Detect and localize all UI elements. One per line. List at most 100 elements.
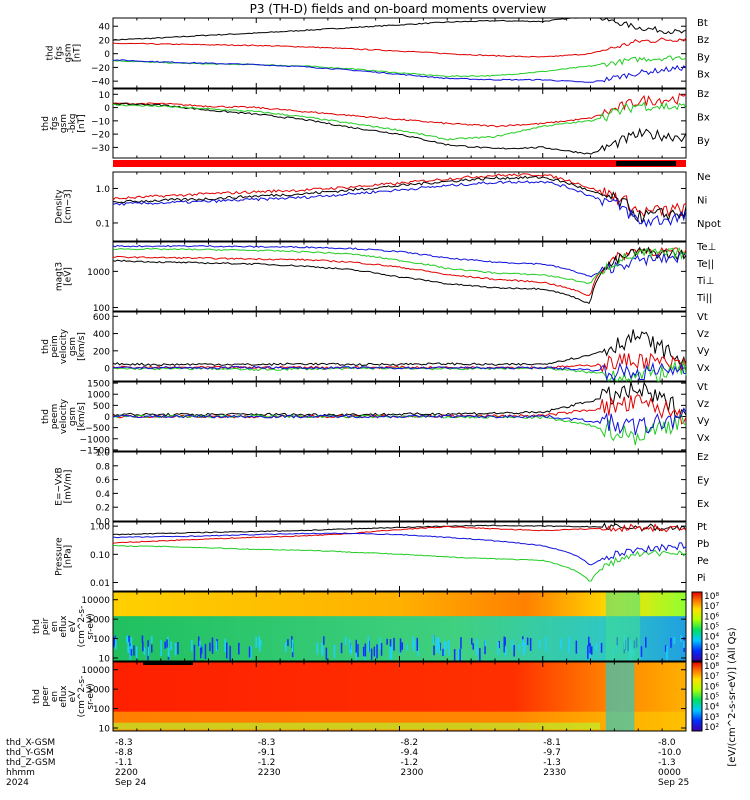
y-tick-label: 400 — [93, 330, 110, 340]
ion-spectrogram-noise — [333, 644, 336, 658]
series-Pe — [113, 545, 687, 582]
xaxis-value: -1.2 — [401, 758, 419, 768]
legend-Pi: Pi — [697, 573, 706, 584]
y-tick-label: 0.2 — [96, 504, 110, 514]
y-tick-label: −20 — [91, 64, 110, 74]
y-tick-label: −500 — [85, 424, 110, 434]
y-axis-label: sr-eV) — [86, 683, 96, 709]
xaxis-value: -10.0 — [658, 748, 682, 758]
ion-spectrogram-noise — [321, 643, 323, 656]
y-tick-label: 20 — [99, 36, 111, 46]
y-tick-label: 200 — [93, 347, 110, 357]
y-axis-label: gsm — [68, 337, 78, 356]
legend-Vx: Vx — [697, 363, 710, 374]
y-tick-label: 0 — [104, 50, 110, 60]
y-axis-label: peer — [41, 686, 51, 707]
y-axis-label: magt3 — [55, 262, 65, 291]
xaxis-value: -8.1 — [543, 738, 561, 748]
ion-spectrogram-noise — [460, 637, 462, 649]
y-tick-label: 500 — [93, 402, 110, 412]
quality-flag-segment — [616, 161, 676, 166]
y-axis-label: [cm−3] — [64, 189, 74, 223]
ion-spectrogram-noise — [479, 648, 481, 662]
panel-frame — [112, 241, 687, 312]
y-tick-label: 1000 — [87, 268, 110, 278]
ion-spectrogram-noise — [323, 636, 325, 645]
ion-spectrogram-noise — [588, 636, 590, 647]
xaxis-value: -9.4 — [401, 748, 419, 758]
legend-Ez: Ez — [697, 452, 709, 463]
legend-Vz: Vz — [697, 399, 709, 410]
y-axis-label: Density — [55, 189, 65, 224]
ion-spectrogram-noise — [453, 649, 456, 663]
colorbar-tick-label: 10⁴ — [704, 633, 719, 643]
y-tick-label: 10 — [99, 724, 111, 734]
ion-spectrogram-noise — [386, 638, 388, 645]
legend-Npot: Npot — [697, 219, 721, 230]
ion-spectrogram-noise — [127, 637, 129, 653]
series-Ne — [112, 173, 687, 219]
legend-Bx: Bx — [697, 112, 710, 123]
ion-spectrogram-noise — [291, 639, 294, 653]
ion-spectrogram-noise — [248, 646, 251, 658]
y-axis-label: gsm — [68, 407, 78, 426]
colorbar-label: [eV/(cm^2-s-sr-eV)] (All Qs) — [727, 627, 738, 766]
ion-spectrogram-noise — [380, 643, 383, 656]
ion-spectrogram-noise — [113, 637, 115, 648]
y-axis-label: [eV] — [64, 267, 74, 286]
y-axis-label: thd — [41, 339, 51, 354]
ion-spectrogram-noise — [362, 646, 365, 657]
ion-spectrogram-noise — [545, 636, 547, 652]
ion-spectrogram-noise — [416, 637, 418, 651]
ion-spectrogram-noise — [459, 649, 461, 665]
colorbar-tick-label: 10⁷ — [704, 672, 719, 682]
ion-spectrogram-noise — [177, 642, 179, 655]
panel-peir: 10000 1000 100 10 thd peir en eflux eV (cm^2-s-sr… — [32, 591, 687, 665]
series-Pb — [112, 523, 687, 544]
series-Bx — [112, 102, 687, 155]
ion-spectrogram-noise — [497, 642, 499, 656]
y-axis-label: gsm — [64, 43, 74, 62]
panel-efield: 1.0 0.8 0.6 0.4 0.2 0.0 E=−VxB [mV/m] Ez Ey Ex — [55, 449, 710, 528]
ion-spectrogram-noise — [472, 643, 474, 650]
legend-Vt: Vt — [697, 312, 708, 323]
xaxis-value: -8.3 — [115, 738, 133, 748]
ion-spectrogram-noise — [115, 637, 117, 650]
y-axis-label: -bkg — [68, 114, 78, 134]
ion-spectrogram-noise — [666, 645, 668, 660]
ion-spectrogram-noise — [143, 647, 146, 656]
y-axis-label: sr-eV) — [86, 613, 96, 639]
series-Vt — [112, 381, 687, 418]
series-Pi — [112, 532, 687, 566]
ion-spectrogram-noise — [645, 637, 647, 648]
y-tick-label: 10 — [99, 91, 111, 101]
y-axis-label: (cm^2-s- — [77, 676, 87, 718]
legend-By: By — [697, 136, 710, 147]
ion-spectrogram-noise — [259, 639, 262, 647]
series-Bz — [112, 92, 687, 128]
y-tick-label: 1500 — [87, 380, 110, 390]
legend-Ti||: Ti|| — [696, 293, 712, 304]
xaxis-value: -9.7 — [543, 748, 561, 758]
ion-spectrogram-noise — [432, 635, 435, 644]
series-Ni — [112, 175, 687, 225]
panel-density: 1.0 0.1 Density [cm−3] Ne Ni Npot — [55, 171, 721, 242]
ion-spectrogram-noise — [498, 640, 500, 649]
ion-spectrogram-noise — [151, 635, 153, 644]
colorbar-tick-label: 10⁸ — [704, 662, 719, 672]
y-axis-label: velocity — [59, 328, 69, 364]
ion-spectrogram-noise — [141, 635, 144, 643]
xaxis-row-label: thd_Y-GSM — [6, 748, 54, 758]
ion-spectrogram-noise — [258, 636, 261, 648]
y-tick-label: 10000 — [81, 666, 110, 676]
y-axis-label: (cm^2-s- — [77, 606, 87, 648]
ion-spectrogram-noise — [287, 639, 289, 646]
ion-spectrogram-noise — [379, 637, 381, 650]
ion-spectrogram-noise — [568, 637, 570, 653]
ion-spectrogram-noise — [475, 645, 478, 656]
ion-spectrogram-noise — [129, 646, 131, 660]
ion-spectrogram-noise — [526, 637, 529, 645]
ion-spectrogram-noise — [191, 639, 193, 652]
y-tick-label: 100 — [93, 705, 110, 715]
series-Ti|| — [112, 247, 687, 285]
